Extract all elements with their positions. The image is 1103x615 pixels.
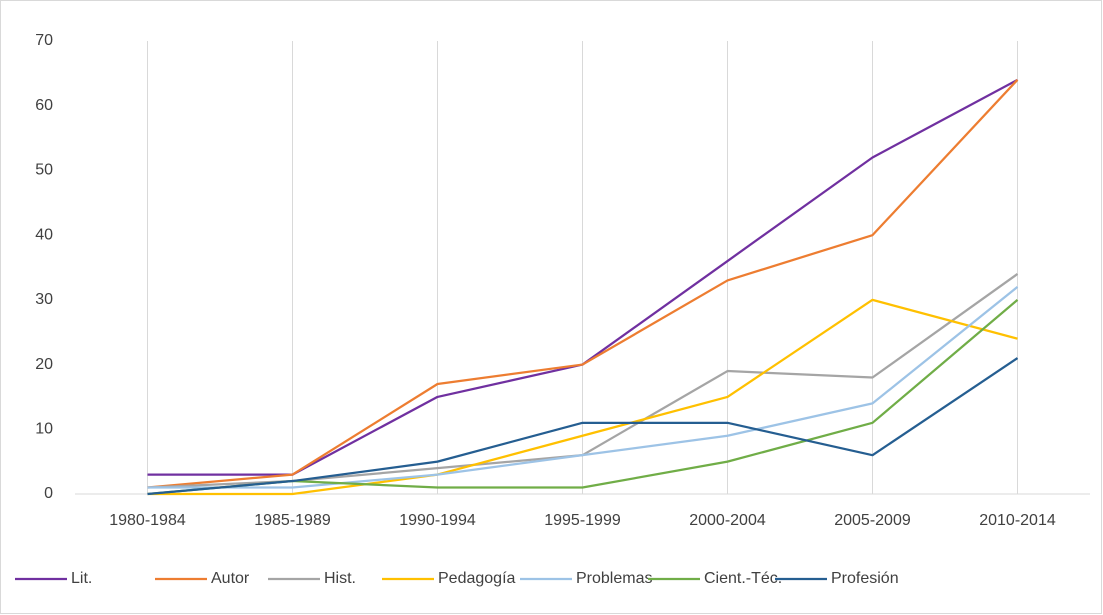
y-tick-label: 50 [35,162,53,179]
y-tick-label: 60 [35,97,53,114]
x-tick-label: 1985-1989 [254,512,331,529]
x-tick-label: 1980-1984 [109,512,186,529]
x-tick-label: 2010-2014 [979,512,1056,529]
x-tick-label: 2000-2004 [689,512,766,529]
y-tick-label: 20 [35,356,53,373]
legend-label: Cient.-Téc. [704,570,782,587]
x-tick-label: 2005-2009 [834,512,911,529]
series-line [147,286,1019,489]
legend-label: Pedagogía [438,570,516,587]
legend-label: Profesión [831,570,899,587]
y-tick-label: 40 [35,226,53,243]
series-line [147,79,1019,489]
legend-label: Hist. [324,570,356,587]
series-line [147,298,1018,496]
legend-label: Problemas [576,570,652,587]
x-tick-label: 1995-1999 [544,512,621,529]
y-tick-label: 70 [35,32,53,49]
y-tick-label: 30 [35,291,53,308]
y-tick-label: 10 [35,421,53,438]
legend-label: Lit. [71,570,92,587]
legend-label: Autor [211,570,250,587]
x-tick-label: 1990-1994 [399,512,476,529]
y-tick-label: 0 [44,485,53,502]
series-line [147,357,1019,496]
